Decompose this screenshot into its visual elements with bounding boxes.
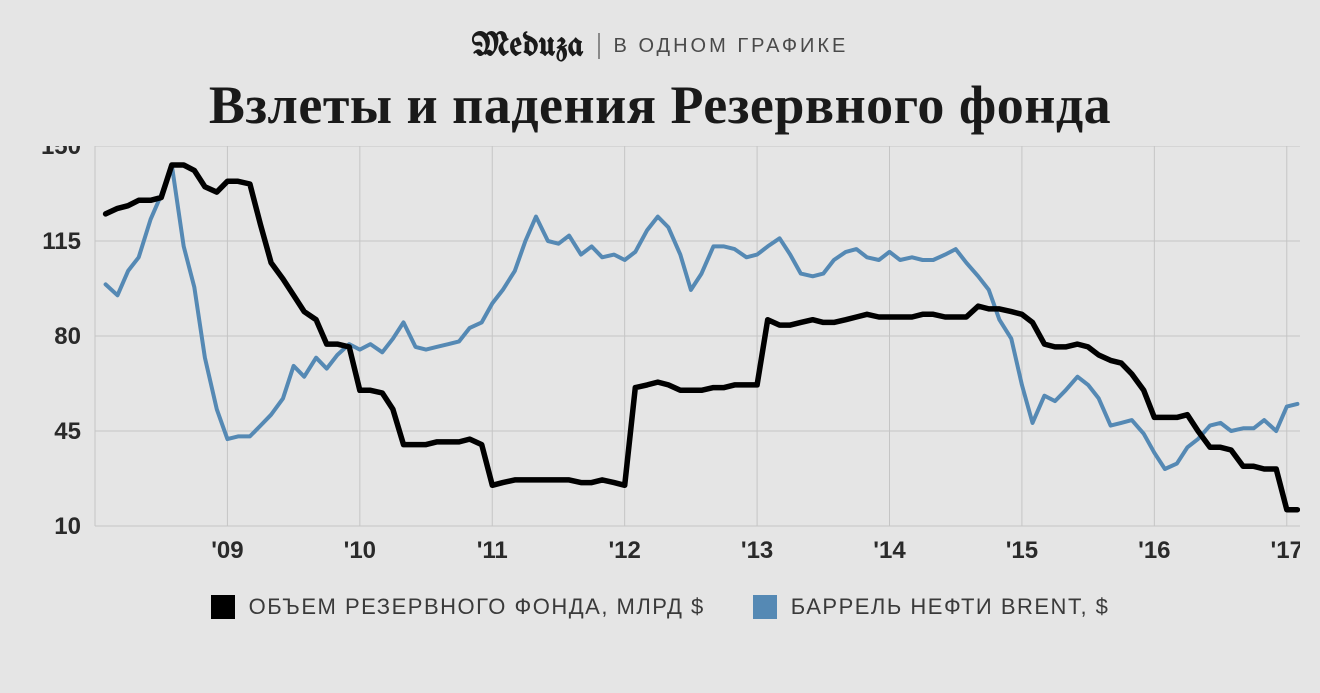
svg-text:'16: '16 [1138,537,1170,564]
series-reserve-fund [106,165,1298,510]
svg-text:115: 115 [42,228,81,255]
legend-item-brent: БАРРЕЛЬ НЕФТИ BRENT, $ [753,594,1110,620]
chart-container: Meduza В ОДНОМ ГРАФИКЕ Взлеты и падения … [0,0,1320,693]
chart-title: Взлеты и падения Резервного фонда [20,74,1300,136]
svg-text:45: 45 [54,418,81,445]
series-brent [106,165,1298,469]
legend-label-reserve-fund: ОБЪЕМ РЕЗЕРВНОГО ФОНДА, МЛРД $ [249,594,705,620]
svg-text:10: 10 [54,513,81,540]
legend-swatch-reserve-fund [211,595,235,619]
svg-text:'12: '12 [608,537,640,564]
svg-text:150: 150 [41,146,81,160]
legend-item-reserve-fund: ОБЪЕМ РЕЗЕРВНОГО ФОНДА, МЛРД $ [211,594,705,620]
svg-text:80: 80 [54,323,81,350]
svg-text:'13: '13 [741,537,773,564]
legend: ОБЪЕМ РЕЗЕРВНОГО ФОНДА, МЛРД $ БАРРЕЛЬ Н… [20,594,1300,620]
legend-label-brent: БАРРЕЛЬ НЕФТИ BRENT, $ [791,594,1110,620]
chart-area: 10 45 80 115 150 '09 '10 '11 '12 '13 '14 '15 '16 '17 [20,146,1300,566]
svg-text:'17: '17 [1271,537,1300,564]
brand-line: Meduza В ОДНОМ ГРАФИКЕ [20,28,1300,64]
legend-swatch-brent [753,595,777,619]
subheading: В ОДНОМ ГРАФИКЕ [614,35,849,58]
brand-logo: Meduza [472,28,584,64]
svg-text:'14: '14 [873,537,906,564]
svg-text:'11: '11 [477,537,508,564]
header: Meduza В ОДНОМ ГРАФИКЕ Взлеты и падения … [20,28,1300,136]
svg-text:'09: '09 [211,537,243,564]
svg-text:'10: '10 [344,537,376,564]
brand-divider [598,33,600,59]
svg-text:'15: '15 [1006,537,1038,564]
chart-svg: 10 45 80 115 150 '09 '10 '11 '12 '13 '14 '15 '16 '17 [20,146,1300,566]
